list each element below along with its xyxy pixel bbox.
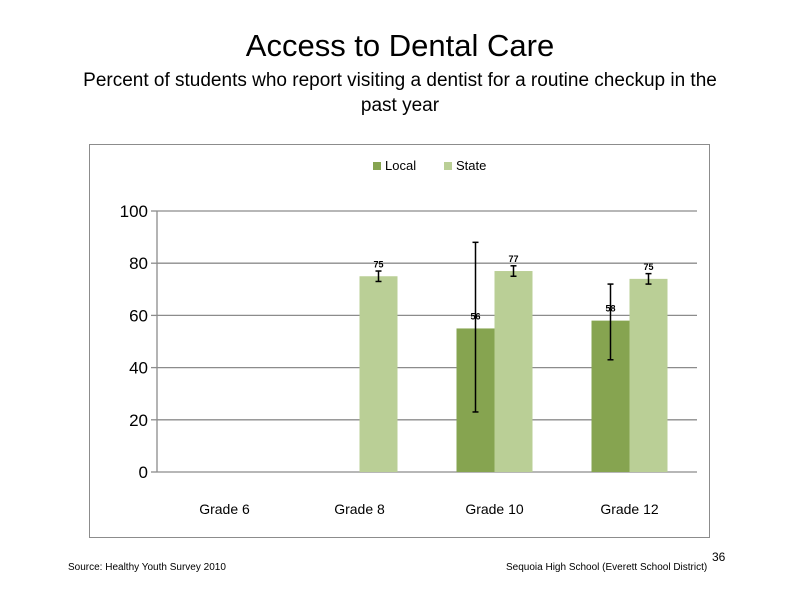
data-label: 75 — [643, 262, 653, 272]
x-tick-label: Grade 10 — [465, 501, 524, 517]
source-note: Source: Healthy Youth Survey 2010 — [68, 562, 226, 573]
legend-label-state: State — [456, 158, 486, 173]
data-label: 75 — [373, 259, 383, 269]
page-number: 36 — [712, 550, 726, 564]
y-tick-label: 20 — [129, 411, 148, 430]
x-tick-label: Grade 8 — [334, 501, 385, 517]
chart-container: 0 20 40 60 80 100 Grade 6 Grade 8 75 Grade 10 56 77… — [89, 144, 710, 538]
data-label: 56 — [470, 311, 480, 321]
y-tick-label: 80 — [129, 254, 148, 273]
data-label: 58 — [605, 304, 615, 314]
data-label: 77 — [508, 254, 518, 264]
y-tick-label: 100 — [120, 202, 148, 221]
legend-swatch-local — [373, 162, 381, 170]
legend-swatch-state — [444, 162, 452, 170]
x-tick-label: Grade 6 — [199, 501, 250, 517]
x-tick-label: Grade 12 — [600, 501, 659, 517]
bar-state — [494, 271, 533, 472]
y-tick-label: 0 — [139, 463, 148, 482]
bar-chart: 0 20 40 60 80 100 Grade 6 Grade 8 75 Grade 10 56 77… — [120, 158, 697, 517]
y-tick-label: 60 — [129, 306, 148, 325]
slide-subtitle: Percent of students who report visiting … — [83, 70, 717, 116]
school-name: Sequoia High School (Everett School Dist… — [506, 562, 708, 573]
y-tick-label: 40 — [129, 359, 148, 378]
slide-title: Access to Dental Care — [245, 28, 555, 63]
bar-state — [629, 278, 668, 472]
legend-label-local: Local — [385, 158, 416, 173]
bar-state — [359, 276, 398, 472]
